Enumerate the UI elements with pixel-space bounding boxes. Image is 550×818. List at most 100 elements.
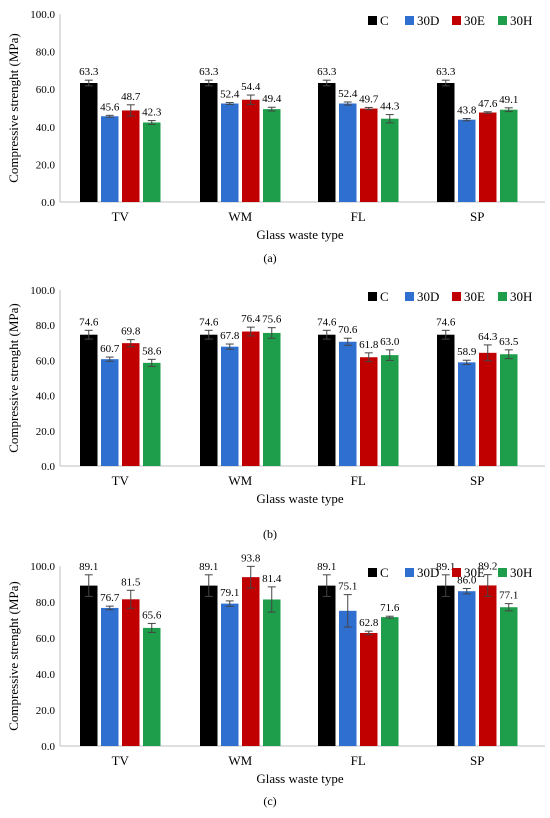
legend-label: 30D bbox=[417, 289, 439, 304]
y-tick-label: 60.0 bbox=[36, 355, 56, 367]
legend-swatch-30E bbox=[452, 16, 461, 25]
y-tick-label: 40.0 bbox=[36, 391, 56, 403]
bar-TV-30D bbox=[101, 359, 119, 466]
bar-FL-30H bbox=[381, 355, 399, 466]
y-tick-label: 60.0 bbox=[36, 84, 56, 96]
bar-SP-30H bbox=[500, 109, 518, 202]
data-label: 64.3 bbox=[478, 331, 498, 343]
legend-label: 30E bbox=[464, 289, 485, 304]
panel-caption: (c) bbox=[263, 794, 276, 808]
data-label: 81.5 bbox=[121, 576, 141, 588]
bar-SP-30D bbox=[458, 591, 476, 746]
data-label: 65.6 bbox=[142, 609, 162, 621]
data-label: 49.4 bbox=[262, 93, 282, 105]
data-label: 49.7 bbox=[359, 93, 379, 105]
data-label: 47.6 bbox=[478, 98, 498, 110]
x-tick-label: WM bbox=[228, 473, 252, 488]
data-label: 63.3 bbox=[436, 66, 456, 78]
bar-WM-30D bbox=[221, 103, 239, 202]
legend-label: 30H bbox=[510, 565, 532, 580]
legend-label: 30H bbox=[510, 13, 532, 28]
data-label: 63.3 bbox=[199, 66, 219, 78]
legend-label: C bbox=[380, 565, 389, 580]
bar-SP-30D bbox=[458, 362, 476, 466]
legend-swatch-30D bbox=[405, 16, 414, 25]
y-tick-label: 20.0 bbox=[36, 705, 56, 717]
y-tick-label: 100.0 bbox=[30, 9, 55, 21]
data-label: 81.4 bbox=[262, 573, 282, 585]
bar-TV-30H bbox=[143, 627, 161, 746]
data-label: 62.8 bbox=[359, 617, 379, 629]
bar-WM-30H bbox=[263, 109, 281, 202]
y-axis-title: Compressive strenght (MPa) bbox=[6, 303, 21, 452]
bar-SP-30H bbox=[500, 607, 518, 746]
y-tick-label: 40.0 bbox=[36, 122, 56, 134]
data-label: 76.4 bbox=[241, 313, 261, 325]
data-label: 52.4 bbox=[338, 88, 358, 100]
bar-FL-30E bbox=[360, 357, 378, 466]
data-label: 74.6 bbox=[199, 316, 219, 328]
x-tick-label: SP bbox=[470, 473, 484, 488]
x-axis-title: Glass waste type bbox=[256, 771, 344, 786]
y-tick-label: 0.0 bbox=[41, 461, 55, 473]
y-tick-label: 80.0 bbox=[36, 320, 56, 332]
y-tick-label: 80.0 bbox=[36, 597, 56, 609]
data-label: 60.7 bbox=[100, 343, 120, 355]
x-tick-label: SP bbox=[470, 753, 484, 768]
bar-WM-C bbox=[200, 334, 218, 466]
data-label: 74.6 bbox=[79, 316, 99, 328]
bar-SP-C bbox=[437, 585, 455, 746]
data-label: 71.6 bbox=[380, 602, 400, 614]
bar-TV-C bbox=[80, 334, 98, 466]
legend-swatch-30H bbox=[498, 568, 507, 577]
x-tick-label: SP bbox=[470, 209, 484, 224]
data-label: 58.9 bbox=[457, 346, 477, 358]
bar-SP-C bbox=[437, 82, 455, 202]
data-label: 63.0 bbox=[380, 336, 400, 348]
bar-FL-30E bbox=[360, 108, 378, 202]
legend-swatch-30H bbox=[498, 292, 507, 301]
data-label: 89.1 bbox=[436, 561, 455, 573]
data-label: 63.3 bbox=[79, 66, 99, 78]
bar-TV-30E bbox=[122, 343, 140, 466]
data-label: 93.8 bbox=[241, 552, 261, 564]
bar-WM-30H bbox=[263, 599, 281, 746]
data-label: 89.1 bbox=[199, 561, 218, 573]
x-tick-label: WM bbox=[228, 753, 252, 768]
bar-TV-30D bbox=[101, 607, 119, 746]
y-tick-label: 100.0 bbox=[30, 561, 55, 573]
data-label: 63.3 bbox=[317, 66, 337, 78]
legend-label: 30E bbox=[464, 13, 485, 28]
data-label: 70.6 bbox=[338, 324, 358, 336]
chart-panel-2: 0.0 20.0 40.0 60.0 80.0 100.0 Compressive stre… bbox=[6, 285, 545, 541]
legend-swatch-30D bbox=[405, 292, 414, 301]
data-label: 61.8 bbox=[359, 339, 379, 351]
legend-label: C bbox=[380, 289, 389, 304]
data-label: 89.1 bbox=[317, 561, 336, 573]
data-label: 75.6 bbox=[262, 314, 282, 326]
data-label: 54.4 bbox=[241, 81, 261, 93]
data-label: 43.8 bbox=[457, 105, 477, 117]
bar-WM-30H bbox=[263, 332, 281, 466]
bar-SP-30E bbox=[479, 112, 497, 202]
x-axis-title: Glass waste type bbox=[256, 491, 344, 506]
bar-TV-30H bbox=[143, 122, 161, 202]
data-label: 67.8 bbox=[220, 330, 240, 342]
data-label: 89.1 bbox=[79, 561, 98, 573]
y-tick-label: 100.0 bbox=[30, 285, 55, 297]
bar-FL-30H bbox=[381, 617, 399, 746]
y-tick-label: 60.0 bbox=[36, 633, 56, 645]
bar-FL-30D bbox=[339, 610, 357, 746]
bar-SP-30D bbox=[458, 119, 476, 202]
bar-SP-30H bbox=[500, 354, 518, 466]
data-label: 58.6 bbox=[142, 345, 162, 357]
data-label: 86.0 bbox=[457, 575, 477, 587]
bar-WM-30E bbox=[242, 577, 260, 746]
bar-FL-30H bbox=[381, 118, 399, 202]
bar-WM-C bbox=[200, 82, 218, 202]
data-label: 63.5 bbox=[499, 336, 519, 348]
legend-swatch-C bbox=[368, 16, 377, 25]
data-label: 48.7 bbox=[121, 91, 141, 103]
bar-WM-30E bbox=[242, 99, 260, 202]
